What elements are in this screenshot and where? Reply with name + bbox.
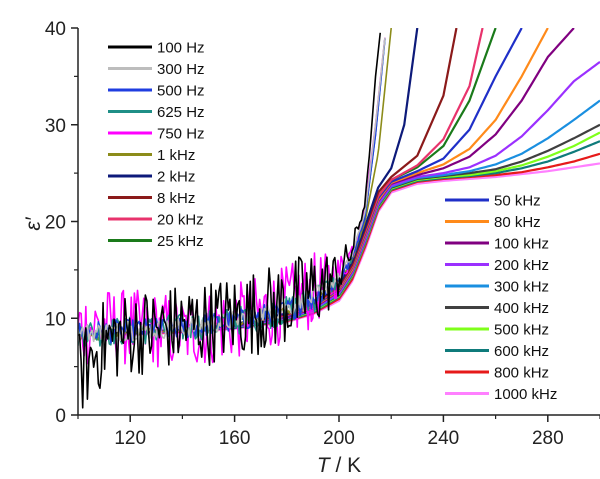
y-tick-label-20: 20 bbox=[45, 213, 66, 234]
legend-item-8-khz: 8 kHz bbox=[108, 190, 195, 207]
legend-label: 625 Hz bbox=[157, 104, 205, 121]
legend-item-200-khz: 200 kHz bbox=[445, 257, 549, 274]
legend-item-600-khz: 600 kHz bbox=[445, 343, 549, 360]
legend-label: 80 kHz bbox=[494, 214, 541, 231]
legend-label: 500 kHz bbox=[494, 322, 549, 339]
legend-item-1-khz: 1 kHz bbox=[108, 147, 195, 164]
x-tick-label-240: 240 bbox=[428, 428, 460, 449]
legend-label: 600 kHz bbox=[494, 343, 549, 360]
x-axis-title-unit: / K bbox=[330, 454, 362, 477]
legend-label: 8 kHz bbox=[157, 190, 195, 207]
legend-item-300-khz: 300 kHz bbox=[445, 279, 549, 296]
y-tick-label-30: 30 bbox=[45, 116, 66, 137]
y-tick-label-0: 0 bbox=[55, 406, 66, 427]
x-axis-title-symbol: T bbox=[317, 454, 332, 477]
y-tick-label-10: 10 bbox=[45, 309, 66, 330]
legend-item-800-khz: 800 kHz bbox=[445, 365, 549, 382]
x-tick-label-120: 120 bbox=[114, 428, 146, 449]
x-axis-title: T / K bbox=[317, 454, 361, 477]
legend-label: 1 kHz bbox=[157, 147, 195, 164]
legend-item-1000-khz: 1000 kHz bbox=[445, 386, 557, 403]
legend-item-25-khz: 25 kHz bbox=[108, 233, 204, 250]
legend-label: 750 Hz bbox=[157, 126, 205, 143]
legend-label: 300 Hz bbox=[157, 61, 205, 78]
legend-label: 20 kHz bbox=[157, 212, 204, 229]
x-tick-label-200: 200 bbox=[323, 428, 355, 449]
x-tick-label-280: 280 bbox=[532, 428, 564, 449]
legend-label: 200 kHz bbox=[494, 257, 549, 274]
series-line-100-hz bbox=[78, 32, 382, 409]
legend-item-100-hz: 100 Hz bbox=[108, 40, 205, 57]
legend-label: 300 kHz bbox=[494, 279, 549, 296]
legend-label: 500 Hz bbox=[157, 83, 205, 100]
legend-label: 800 kHz bbox=[494, 365, 549, 382]
legend-item-750-hz: 750 Hz bbox=[108, 126, 205, 143]
legend-item-50-khz: 50 kHz bbox=[445, 193, 541, 210]
axes-layer: 120 160 200 240 280 0 10 20 30 40 bbox=[45, 19, 600, 449]
legend-item-625-hz: 625 Hz bbox=[108, 104, 205, 121]
x-tick-label-160: 160 bbox=[219, 428, 251, 449]
legend-item-300-hz: 300 Hz bbox=[108, 61, 205, 78]
legend-label: 25 kHz bbox=[157, 233, 204, 250]
y-tick-label-40: 40 bbox=[45, 19, 66, 40]
legend-item-80-khz: 80 kHz bbox=[445, 214, 541, 231]
legend-label: 100 kHz bbox=[494, 236, 549, 253]
y-axis-title: ε′ bbox=[22, 216, 45, 230]
legend-item-20-khz: 20 kHz bbox=[108, 212, 204, 229]
legend-item-100-khz: 100 kHz bbox=[445, 236, 549, 253]
legend-label: 1000 kHz bbox=[494, 386, 557, 403]
series-layer bbox=[78, 28, 600, 409]
legend-label: 2 kHz bbox=[157, 169, 195, 186]
legend-label: 400 kHz bbox=[494, 300, 549, 317]
legend-item-2-khz: 2 kHz bbox=[108, 169, 195, 186]
legend-label: 100 Hz bbox=[157, 40, 205, 57]
legend-item-500-khz: 500 kHz bbox=[445, 322, 549, 339]
legend-item-500-hz: 500 Hz bbox=[108, 83, 205, 100]
legend-layer: 100 Hz 300 Hz 500 Hz 625 Hz 750 Hz 1 kHz 2 kHz… bbox=[108, 40, 557, 403]
legend-label: 50 kHz bbox=[494, 193, 541, 210]
legend-item-400-khz: 400 kHz bbox=[445, 300, 549, 317]
